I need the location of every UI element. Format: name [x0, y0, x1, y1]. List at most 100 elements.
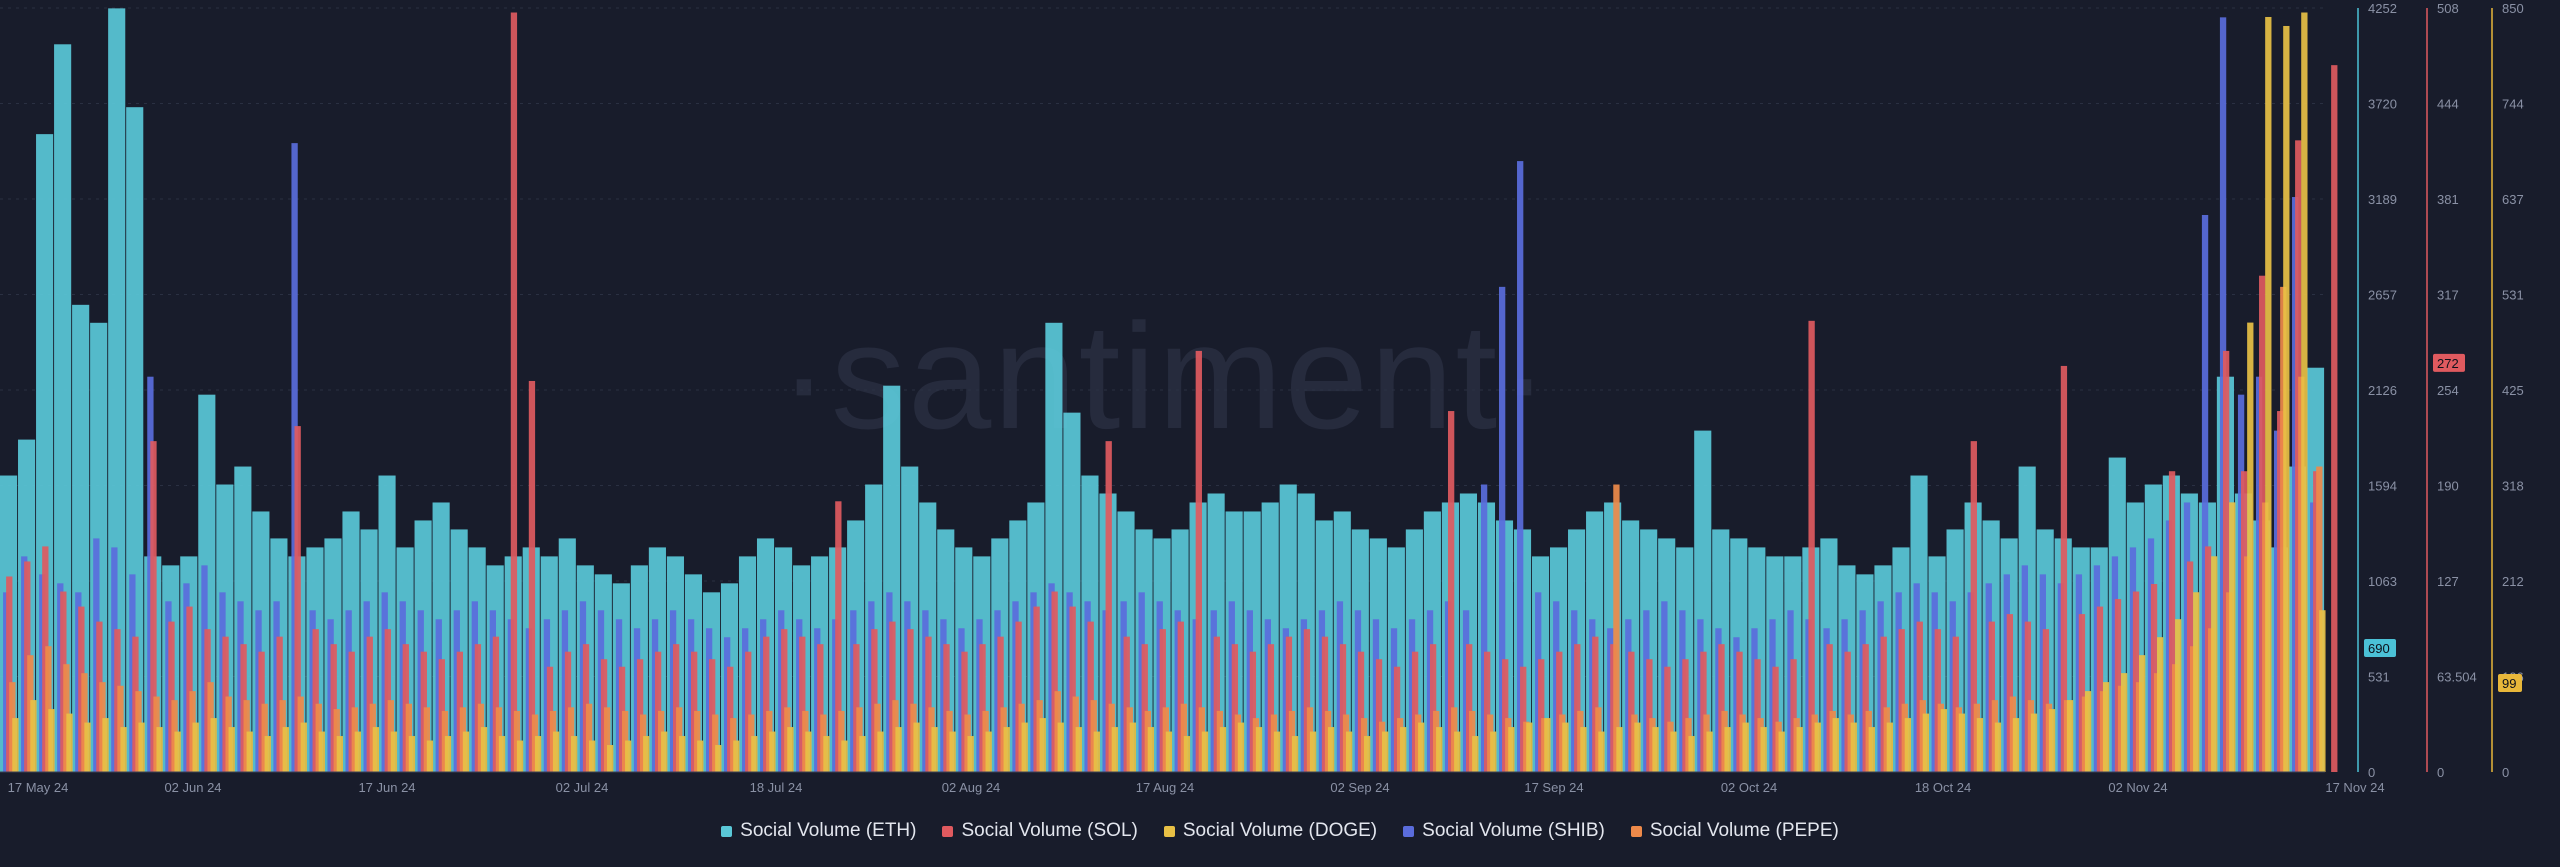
- y-tick-label: 3189: [2368, 192, 2397, 207]
- value-badge: [2433, 353, 2465, 372]
- x-tick-label: 02 Aug 24: [942, 780, 1001, 795]
- legend-item[interactable]: Social Volume (ETH): [721, 820, 916, 842]
- bar: [228, 727, 235, 772]
- bar: [1472, 736, 1479, 772]
- legend-item[interactable]: Social Volume (DOGE): [1163, 820, 1377, 842]
- legend-label: Social Volume (SHIB): [1422, 820, 1605, 841]
- value-badge-label: 99: [2502, 676, 2516, 691]
- legend-item[interactable]: Social Volume (SOL): [942, 820, 1138, 842]
- bar: [949, 731, 956, 772]
- y-axis-doge: 850744637531425318212106099: [2491, 1, 2524, 780]
- bar: [1255, 727, 1263, 772]
- legend-label: Social Volume (ETH): [740, 820, 917, 841]
- bar: [1688, 736, 1695, 772]
- bar: [1517, 161, 1524, 772]
- bar: [2222, 350, 2230, 772]
- bar: [390, 731, 398, 772]
- bar: [1580, 727, 1587, 772]
- bar: [1141, 644, 1148, 772]
- bar: [877, 731, 884, 772]
- bar: [751, 736, 758, 772]
- bar: [1015, 621, 1022, 772]
- bar: [1291, 736, 1299, 772]
- bar: [1183, 736, 1191, 772]
- bar: [516, 740, 524, 772]
- bar: [2060, 365, 2068, 772]
- bar: [889, 621, 896, 772]
- bar: [1087, 621, 1094, 772]
- bar: [1498, 286, 1506, 772]
- bar: [492, 636, 500, 772]
- bar: [1814, 722, 1821, 772]
- bar: [210, 718, 217, 772]
- legend-item[interactable]: Social Volume (PEPE): [1630, 820, 1839, 842]
- x-tick-label: 02 Sep 24: [1330, 780, 1389, 795]
- bar: [2265, 16, 2272, 773]
- bar: [300, 722, 307, 772]
- bar: [1808, 320, 1815, 772]
- bar: [1742, 722, 1749, 772]
- bar: [1201, 731, 1209, 772]
- y-tick-label: 2126: [2368, 383, 2397, 398]
- y-tick-label: 3720: [2368, 97, 2397, 112]
- bar: [1796, 727, 1803, 772]
- bar: [1592, 636, 1599, 772]
- bar: [643, 736, 650, 772]
- bar: [2168, 471, 2176, 772]
- bar: [1544, 718, 1551, 772]
- bar: [1273, 731, 1281, 772]
- value-badge: [2498, 674, 2522, 693]
- bar: [2331, 65, 2338, 773]
- bar: [589, 740, 596, 772]
- bar: [1646, 659, 1653, 772]
- bar: [372, 727, 380, 772]
- bar: [997, 636, 1004, 772]
- bar: [1664, 666, 1671, 772]
- bar: [661, 731, 668, 772]
- bar: [1039, 718, 1046, 772]
- bar: [1339, 644, 1347, 772]
- bar: [30, 700, 37, 772]
- x-tick-label: 02 Jun 24: [164, 780, 221, 795]
- y-tick-label: 425: [2502, 383, 2524, 398]
- y-tick-label: 850: [2502, 1, 2524, 16]
- y-tick-label: 0: [2437, 765, 2444, 780]
- bar: [787, 727, 794, 772]
- bar: [2283, 25, 2290, 773]
- bar: [763, 636, 770, 772]
- bar: [2139, 655, 2146, 772]
- value-badge-label: 272: [2437, 356, 2459, 371]
- bar: [835, 501, 842, 772]
- bar: [841, 740, 848, 772]
- bar: [1520, 666, 1527, 772]
- bar: [907, 629, 914, 772]
- bar: [1790, 659, 1797, 772]
- y-axis-eth: 4252 3720 3189 2657 2126 1594 1063 531 0 690: [2357, 1, 2397, 780]
- bar: [1382, 731, 1389, 772]
- bar: [1454, 731, 1461, 772]
- social-volume-chart[interactable]: 17 May 24 02 Jun 24 17 Jun 24 02 Jul 24 18 J…: [0, 0, 2560, 810]
- bar: [2066, 700, 2074, 772]
- bar: [1724, 727, 1731, 772]
- bar: [979, 644, 986, 772]
- bar: [1904, 718, 1912, 772]
- bar: [2211, 556, 2218, 772]
- y-tick-label: 0: [2368, 765, 2375, 780]
- bar: [2201, 214, 2209, 773]
- bar: [2096, 606, 2104, 772]
- bar: [1105, 441, 1112, 772]
- bar: [1400, 727, 1407, 772]
- bar: [1484, 651, 1491, 772]
- bar: [1303, 629, 1311, 772]
- bar: [1327, 727, 1335, 772]
- bar: [895, 727, 902, 772]
- y-tick-label: 127: [2437, 574, 2459, 589]
- bar: [1003, 727, 1010, 772]
- bar: [2301, 12, 2308, 772]
- bar: [1868, 727, 1875, 772]
- bar: [1411, 651, 1419, 772]
- legend-item[interactable]: Social Volume (SHIB): [1403, 820, 1605, 842]
- y-axis-sol: 508 444 381 317 254 190 127 63.504 0 272: [2426, 1, 2477, 780]
- y-tick-label: 531: [2368, 670, 2390, 685]
- bar: [1321, 636, 1329, 772]
